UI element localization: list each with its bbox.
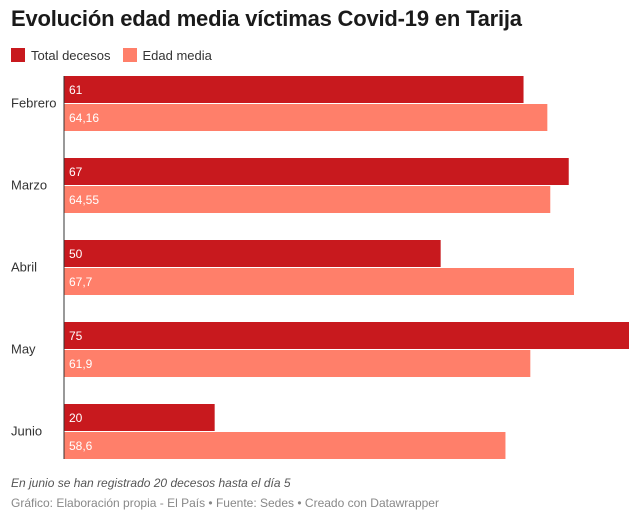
- bar-value-label: 20: [69, 411, 83, 425]
- bar-edad-media: [64, 432, 506, 459]
- bar-total-decesos: [64, 158, 569, 185]
- bar-edad-media: [64, 104, 548, 131]
- bar-edad-media: [64, 350, 531, 377]
- credit-grafico: Gráfico: Elaboración propia - El País: [11, 496, 206, 510]
- legend-item-total-decesos: Total decesos: [11, 48, 111, 63]
- bar-value-label: 67: [69, 165, 83, 179]
- legend-swatch-edad-media: [122, 48, 137, 62]
- chart-credits: Gráfico: Elaboración propia - El País • …: [11, 496, 439, 510]
- legend: Total decesos Edad media: [11, 46, 224, 64]
- category-label: Febrero: [11, 96, 57, 111]
- category-label: Junio: [11, 424, 42, 439]
- bar-value-label: 61: [69, 83, 83, 97]
- chart-note: En junio se han registrado 20 decesos ha…: [11, 476, 291, 490]
- bar-value-label: 58,6: [69, 439, 93, 453]
- legend-swatch-total-decesos: [11, 48, 25, 62]
- credit-fuente: Fuente: Sedes: [215, 496, 295, 510]
- bar-value-label: 75: [69, 329, 83, 343]
- category-label: Abril: [11, 260, 37, 275]
- bar-value-label: 64,55: [69, 193, 99, 207]
- bar-value-label: 67,7: [69, 275, 93, 289]
- category-label: Marzo: [11, 178, 47, 193]
- bar-total-decesos: [64, 240, 441, 267]
- bar-value-label: 64,16: [69, 111, 99, 125]
- bar-value-label: 50: [69, 247, 83, 261]
- legend-item-edad-media: Edad media: [122, 47, 212, 63]
- legend-label-total-decesos: Total decesos: [31, 47, 111, 63]
- bar-total-decesos: [64, 404, 215, 431]
- legend-label-edad-media: Edad media: [142, 47, 212, 63]
- credit-separator: •: [294, 496, 305, 510]
- bar-value-label: 61,9: [69, 357, 93, 371]
- bar-edad-media: [64, 268, 575, 295]
- chart-title: Evolución edad media víctimas Covid-19 e…: [11, 6, 522, 31]
- category-label: May: [11, 342, 36, 357]
- credit-creado: Creado con Datawrapper: [304, 496, 439, 510]
- bar-edad-media: [64, 186, 551, 213]
- bar-chart: Febrero 61 64,16 Marzo 67 64,55 Abril 50 67,7 May…: [11, 76, 629, 459]
- credit-separator: •: [205, 496, 216, 510]
- bar-total-decesos: [64, 322, 629, 349]
- bar-total-decesos: [64, 76, 524, 103]
